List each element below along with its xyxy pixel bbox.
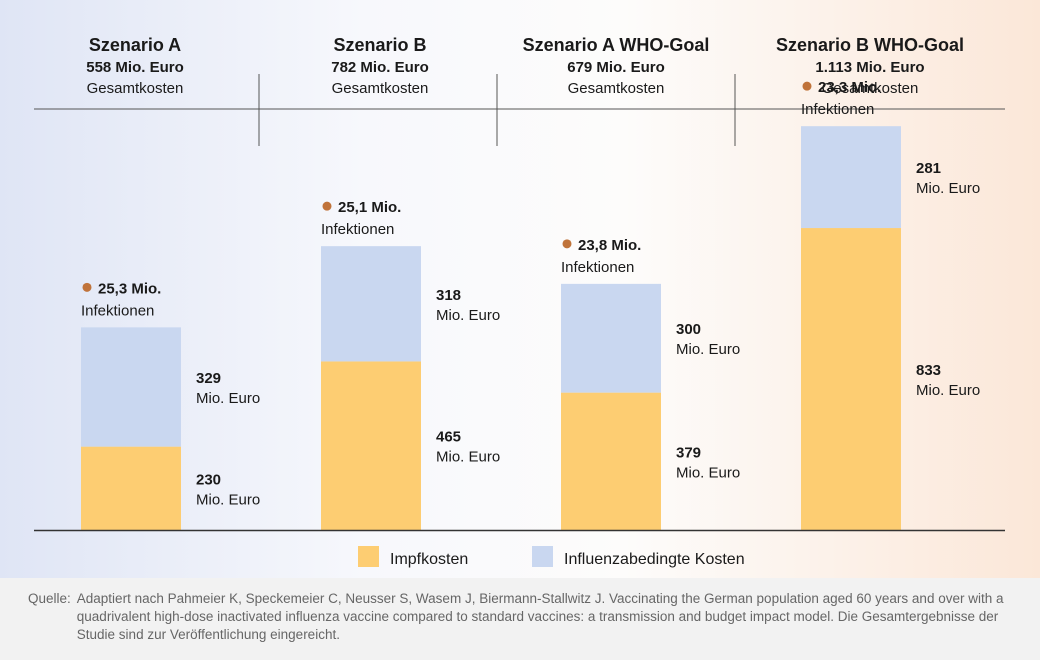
infections-dot	[802, 81, 812, 91]
value-label-impfkosten: 465	[436, 429, 461, 446]
bar-influenzakosten	[801, 126, 901, 229]
bar-impfkosten	[321, 361, 421, 530]
scenario-total-label: Gesamtkosten	[332, 80, 429, 97]
infections-label: Infektionen	[321, 221, 394, 238]
legend-swatch-influenzakosten	[532, 546, 553, 567]
bar-impfkosten	[801, 228, 901, 530]
infections-label: Infektionen	[81, 302, 154, 319]
value-unit-influenzakosten: Mio. Euro	[676, 341, 740, 358]
scenario-total-cost: 558 Mio. Euro	[86, 59, 184, 76]
value-label-impfkosten: 230	[196, 471, 221, 488]
scenario-title: Szenario B WHO-Goal	[776, 35, 964, 55]
infections-value: 23,3 Mio.	[818, 79, 881, 96]
value-unit-impfkosten: Mio. Euro	[436, 449, 500, 466]
scenario-total-label: Gesamtkosten	[568, 80, 665, 97]
bar-influenzakosten	[81, 327, 181, 447]
scenario-total-cost: 679 Mio. Euro	[567, 59, 665, 76]
infections-dot	[82, 282, 92, 292]
bar-impfkosten	[81, 446, 181, 530]
infections-label: Infektionen	[801, 101, 874, 118]
source-text: Adaptiert nach Pahmeier K, Speckemeier C…	[76, 591, 1004, 642]
scenario-total-label: Gesamtkosten	[822, 80, 919, 97]
bar-influenzakosten	[561, 283, 661, 393]
scenario-title: Szenario B	[333, 35, 426, 55]
scenario-total-cost: 1.113 Mio. Euro	[815, 59, 924, 76]
source-note: Quelle: Adaptiert nach Pahmeier K, Speck…	[28, 590, 1013, 644]
value-label-influenzakosten: 318	[436, 287, 461, 304]
value-unit-impfkosten: Mio. Euro	[676, 464, 740, 481]
legend-label-influenzakosten: Influenzabedingte Kosten	[564, 551, 745, 568]
value-label-influenzakosten: 281	[916, 160, 941, 177]
infections-dot	[322, 201, 332, 211]
scenario-title: Szenario A	[89, 35, 181, 55]
source-label: Quelle:	[28, 591, 71, 606]
infections-value: 23,8 Mio.	[578, 237, 641, 254]
stacked-bar-chart: Szenario A 558 Mio. Euro Gesamtkosten 230 Mi…	[34, 35, 1005, 568]
infections-label: Infektionen	[561, 259, 634, 276]
value-label-influenzakosten: 329	[196, 370, 221, 387]
infections-value: 25,3 Mio.	[98, 280, 161, 297]
infections-dot	[562, 239, 572, 249]
legend-swatch-impfkosten	[358, 546, 379, 567]
value-unit-influenzakosten: Mio. Euro	[196, 390, 260, 407]
scenario-title: Szenario A WHO-Goal	[523, 35, 710, 55]
value-label-influenzakosten: 300	[676, 321, 701, 338]
infections-value: 25,1 Mio.	[338, 199, 401, 216]
value-unit-impfkosten: Mio. Euro	[916, 382, 980, 399]
source-footer	[0, 578, 1040, 660]
bar-impfkosten	[561, 392, 661, 530]
value-label-impfkosten: 833	[916, 362, 941, 379]
value-unit-influenzakosten: Mio. Euro	[916, 180, 980, 197]
value-label-impfkosten: 379	[676, 444, 701, 461]
legend-label-impfkosten: Impfkosten	[390, 551, 468, 568]
scenario-total-cost: 782 Mio. Euro	[331, 59, 429, 76]
bar-influenzakosten	[321, 246, 421, 362]
value-unit-impfkosten: Mio. Euro	[196, 491, 260, 508]
scenario-total-label: Gesamtkosten	[87, 80, 184, 97]
value-unit-influenzakosten: Mio. Euro	[436, 307, 500, 324]
